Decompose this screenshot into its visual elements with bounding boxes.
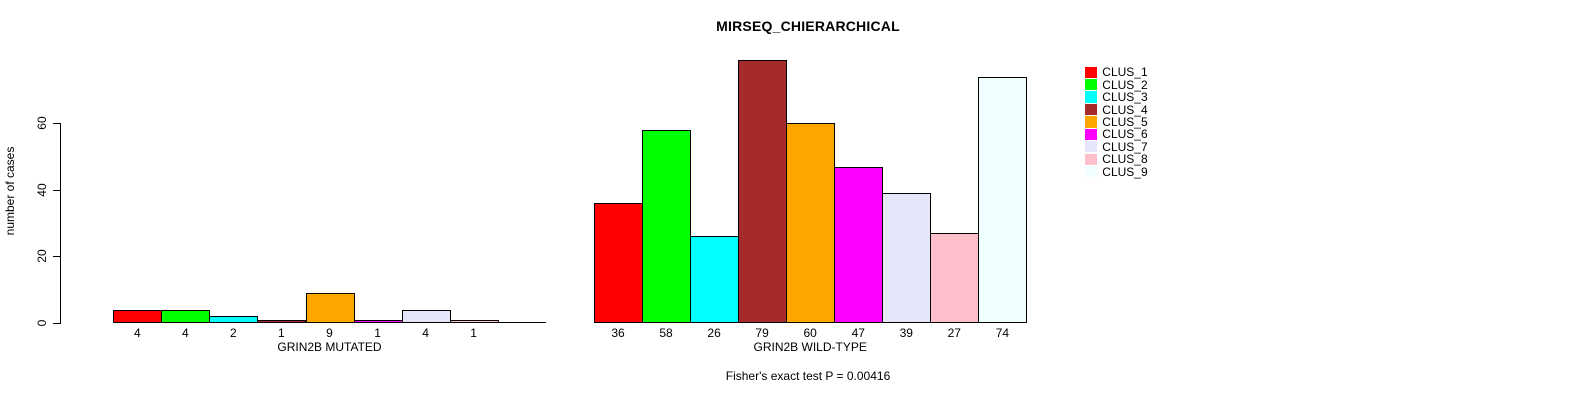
bar-grin2b-mutated-clus-4 [257, 319, 307, 323]
bar-grin2b-wild-type-clus-8 [930, 233, 980, 323]
bar-grin2b-wild-type-clus-6 [834, 166, 884, 323]
legend-item-clus-5: CLUS_5 [1085, 116, 1148, 128]
legend-item-clus-4: CLUS_4 [1085, 102, 1148, 117]
bar-grin2b-wild-type-clus-7 [882, 193, 932, 323]
y-axis-tick-label: 20 [35, 249, 49, 264]
bar-grin2b-mutated-clus-7 [401, 309, 451, 323]
y-axis-tick-label: 0 [35, 319, 49, 327]
y-axis-tick [53, 256, 60, 258]
legend-item-label: CLUS_9 [1102, 164, 1148, 179]
legend-item-clus-2: CLUS_2 [1085, 77, 1148, 92]
bar-grin2b-mutated-clus-3 [209, 316, 259, 323]
bar-value-label: 74 [995, 326, 1010, 340]
legend-item-label: CLUS_3 [1102, 90, 1148, 105]
legend-color-swatch [1085, 166, 1098, 178]
legend-item-clus-6: CLUS_6 [1085, 128, 1148, 140]
y-axis-tick [53, 123, 60, 125]
y-axis-label: number of cases [3, 146, 17, 236]
bar-value-label: 47 [851, 326, 865, 340]
bar-grin2b-wild-type-clus-2 [642, 129, 691, 323]
legend-item-clus-1: CLUS_1 [1085, 66, 1148, 78]
legend-color-swatch [1085, 128, 1098, 141]
bar-value-label: 4 [133, 326, 141, 340]
legend-color-swatch [1085, 103, 1098, 116]
bar-value-label: 58 [659, 326, 673, 340]
y-axis-line [60, 123, 61, 324]
bar-grin2b-mutated-clus-5 [305, 293, 355, 323]
bar-grin2b-wild-type-clus-5 [786, 123, 836, 323]
legend-color-swatch [1085, 116, 1098, 128]
bar-grin2b-mutated-clus-1 [113, 309, 163, 323]
bar-value-label: 36 [611, 326, 625, 340]
y-axis-tick-label: 40 [35, 183, 49, 197]
bar-value-label: 1 [278, 326, 285, 340]
bar-value-label: 27 [947, 326, 961, 340]
bar-value-label: 79 [755, 326, 769, 340]
legend-item-clus-3: CLUS_3 [1085, 91, 1148, 103]
bar-grin2b-mutated-clus-6 [353, 319, 403, 323]
legend-item-label: CLUS_1 [1102, 65, 1148, 80]
legend-item-label: CLUS_6 [1102, 127, 1148, 142]
bar-grin2b-wild-type-clus-4 [738, 59, 788, 323]
legend-item-label: CLUS_5 [1102, 114, 1148, 129]
legend-item-clus-9: CLUS_9 [1085, 166, 1148, 178]
bar-grin2b-wild-type-clus-3 [690, 236, 740, 323]
y-axis-tick [53, 323, 60, 324]
legend-item-clus-7: CLUS_7 [1085, 141, 1148, 153]
bar-grin2b-wild-type-clus-9 [978, 76, 1028, 323]
legend-color-swatch [1085, 91, 1098, 103]
bar-value-label: 2 [230, 326, 237, 340]
bar-value-label: 9 [326, 326, 333, 340]
bar-grin2b-mutated-clus-2 [161, 309, 211, 323]
bar-value-label: 1 [470, 326, 477, 340]
y-axis-tick-label: 60 [35, 116, 49, 130]
legend-item-label: CLUS_7 [1102, 139, 1148, 154]
legend-color-swatch [1085, 141, 1098, 153]
bar-value-label: 1 [374, 326, 381, 340]
legend-item-label: CLUS_8 [1102, 152, 1148, 167]
legend-item-label: CLUS_2 [1102, 77, 1148, 92]
legend-color-swatch [1085, 66, 1098, 78]
chart-title: MIRSEQ_CHIERARCHICAL [716, 18, 900, 34]
bar-grin2b-wild-type-clus-1 [594, 203, 643, 323]
bar-grin2b-mutated-clus-8 [449, 319, 499, 323]
bar-value-label: 4 [181, 326, 189, 340]
y-axis-tick [53, 189, 60, 191]
x-axis-group-label-grin2b-wild-type: GRIN2B WILD-TYPE [753, 340, 867, 354]
bar-value-label: 26 [707, 326, 721, 340]
bar-value-label: 4 [422, 326, 429, 340]
legend-color-swatch [1085, 79, 1098, 91]
legend: CLUS_1 CLUS_2 CLUS_3 CLUS_4 CLUS_5 CLUS_6 CLUS… [1085, 66, 1148, 178]
x-axis-group-label-grin2b-mutated: GRIN2B MUTATED [277, 340, 382, 354]
bar-value-label: 39 [899, 326, 913, 340]
legend-color-swatch [1085, 153, 1098, 165]
bar-value-label: 60 [803, 326, 817, 340]
legend-item-label: CLUS_4 [1102, 102, 1148, 117]
legend-item-clus-8: CLUS_8 [1085, 153, 1148, 165]
fisher-test-note: Fisher's exact test P = 0.00416 [725, 369, 891, 383]
